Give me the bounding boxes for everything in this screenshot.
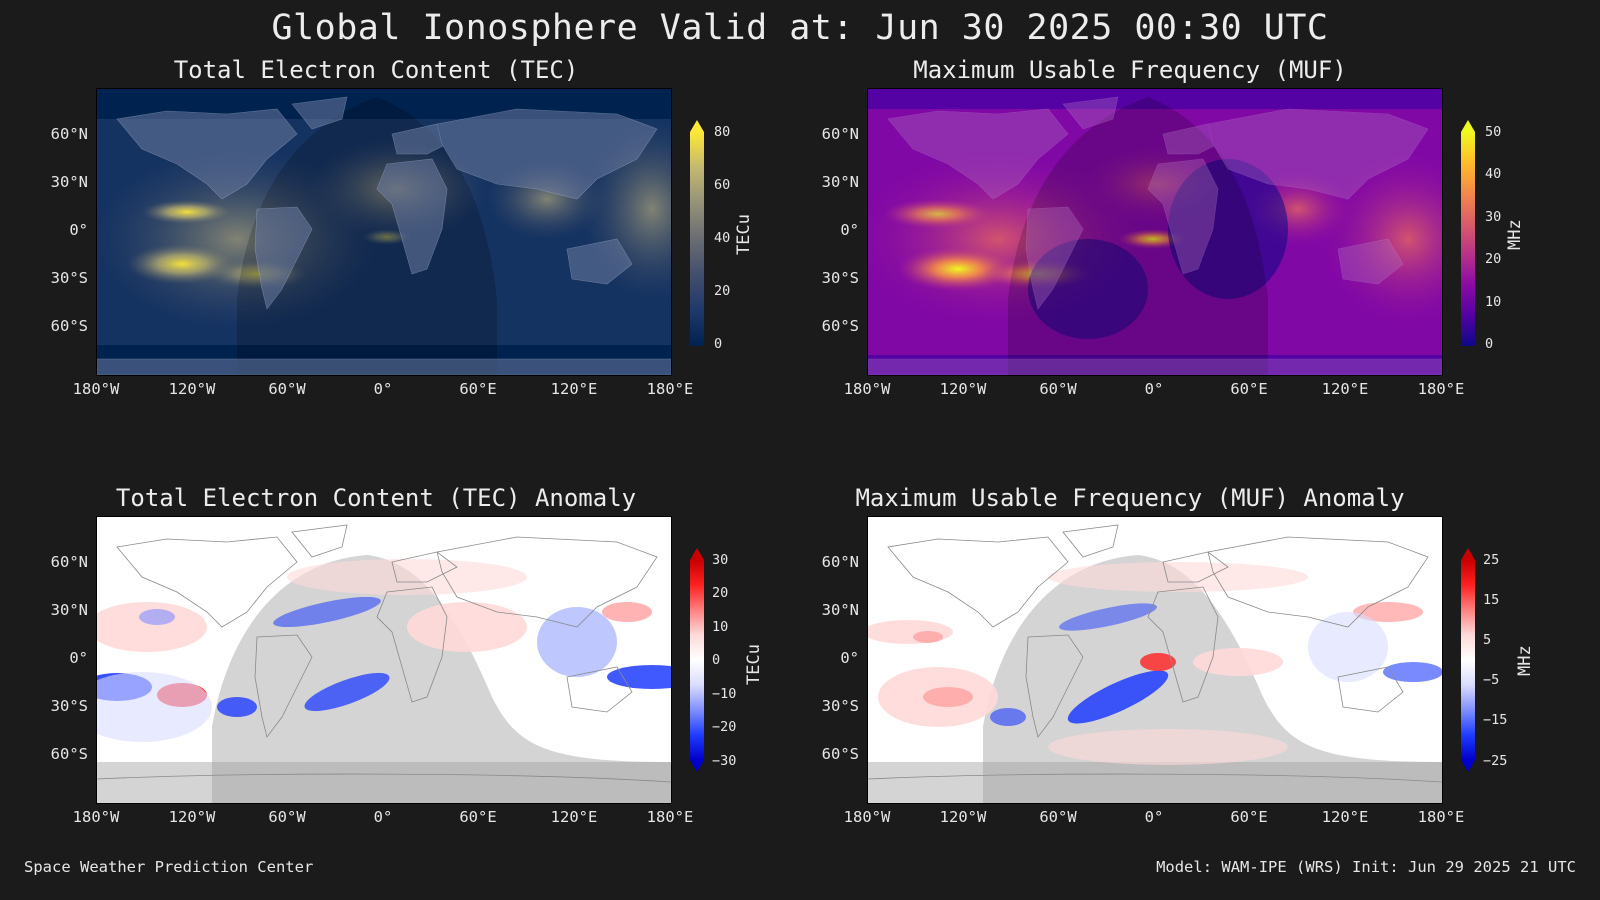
lat-tick: 30°S [50,697,88,715]
lon-tick: 120°W [168,380,216,398]
lon-tick: 120°E [1321,808,1369,826]
lon-tick: 60°W [268,380,306,398]
lon-tick: 0° [373,808,393,826]
footer-model-info: Model: WAM-IPE (WRS) Init: Jun 29 2025 2… [1156,858,1576,876]
colorbar-tick: 10 [1485,294,1502,310]
muf-panel-title: Maximum Usable Frequency (MUF) [913,56,1347,84]
lon-tick: 0° [1144,808,1164,826]
lat-tick: 60°N [50,125,88,143]
lat-tick: 60°N [821,553,859,571]
footer-credit: Space Weather Prediction Center [24,858,314,876]
lon-tick: 60°E [459,380,497,398]
colorbar-tick: −5 [1483,672,1500,688]
lat-tick: 0° [840,221,859,239]
colorbar-tick: 5 [1483,632,1492,648]
lon-tick: 180°W [843,380,891,398]
colorbar-tick: 80 [714,124,731,140]
lon-tick: 120°W [939,380,987,398]
lon-tick: 180°E [1417,808,1465,826]
colorbar-label: TECu [744,644,764,685]
lat-tick: 0° [69,221,88,239]
colorbar-tick: 40 [714,230,731,246]
lon-tick: 180°W [843,808,891,826]
colorbar-tick: −20 [712,719,737,735]
lat-tick: 60°N [50,553,88,571]
lat-tick: 30°S [50,269,88,287]
colorbar-tick: 40 [1485,166,1502,182]
lat-tick: 0° [69,649,88,667]
tec-colorbar-fill [690,132,704,346]
lon-tick: 60°E [459,808,497,826]
muf-anomaly-panel-title: Maximum Usable Frequency (MUF) Anomaly [855,484,1405,512]
colorbar-tick: 0 [712,652,721,668]
lat-tick: 60°S [821,317,859,335]
lon-tick: 60°E [1230,380,1268,398]
lon-tick: 60°E [1230,808,1268,826]
colorbar-tick: 20 [1485,251,1502,267]
colorbar-tick: 30 [712,552,729,568]
lon-tick: 180°E [1417,380,1465,398]
colorbar-tick: −30 [712,753,737,769]
lon-tick: 180°E [646,808,694,826]
tec-map[interactable] [96,88,672,376]
lon-tick: 180°E [646,380,694,398]
lat-tick: 0° [840,649,859,667]
lat-tick: 30°N [821,601,859,619]
lat-tick: 30°N [821,173,859,191]
colorbar-tick: 0 [1485,336,1494,352]
colorbar-tick: 25 [1483,552,1500,568]
page-title: Global Ionosphere Valid at: Jun 30 2025 … [271,8,1329,48]
tec-anomaly-panel-title: Total Electron Content (TEC) Anomaly [115,484,637,512]
muf-anomaly-colorbar-ramp [1461,548,1475,772]
muf-colorbar-fill [1461,132,1475,346]
lat-tick: 30°N [50,601,88,619]
muf-map[interactable] [867,88,1443,376]
lon-tick: 120°W [939,808,987,826]
lon-tick: 120°E [550,380,598,398]
colorbar-tick: 20 [712,585,729,601]
muf-anomaly-colorbar-fill [1461,560,1475,760]
colorbar-tick: 15 [1483,592,1500,608]
colorbar-label: MHz [1515,645,1535,676]
tec-colorbar-ramp [690,120,704,346]
colorbar-tick: 60 [714,177,731,193]
lat-tick: 60°N [821,125,859,143]
colorbar-tick: 20 [714,283,731,299]
lon-tick: 0° [1144,380,1164,398]
colorbar-tick: −25 [1483,753,1508,769]
lon-tick: 180°W [72,808,120,826]
tec-anomaly-colorbar-ramp [690,548,704,772]
lon-tick: 60°W [1039,808,1077,826]
lat-tick: 60°S [821,745,859,763]
lon-tick: 60°W [1039,380,1077,398]
colorbar-tick: 0 [714,336,723,352]
muf-anomaly-map[interactable] [867,516,1443,804]
colorbar-tick: 10 [712,619,729,635]
lat-tick: 30°S [821,697,859,715]
lon-tick: 120°E [1321,380,1369,398]
colorbar-tick: −15 [1483,712,1508,728]
colorbar-tick: 50 [1485,124,1502,140]
tec-anomaly-colorbar-fill [690,560,704,760]
muf-colorbar-ramp [1461,120,1475,346]
tec-panel-title: Total Electron Content (TEC) [173,56,579,84]
colorbar-label: MHz [1505,219,1525,250]
lon-tick: 120°W [168,808,216,826]
lon-tick: 180°W [72,380,120,398]
lon-tick: 60°W [268,808,306,826]
lat-tick: 60°S [50,317,88,335]
colorbar-label: TECu [734,214,754,255]
lon-tick: 0° [373,380,393,398]
tec-anomaly-map[interactable] [96,516,672,804]
lat-tick: 30°S [821,269,859,287]
colorbar-tick: −10 [712,686,737,702]
lon-tick: 120°E [550,808,598,826]
lat-tick: 30°N [50,173,88,191]
lat-tick: 60°S [50,745,88,763]
colorbar-tick: 30 [1485,209,1502,225]
